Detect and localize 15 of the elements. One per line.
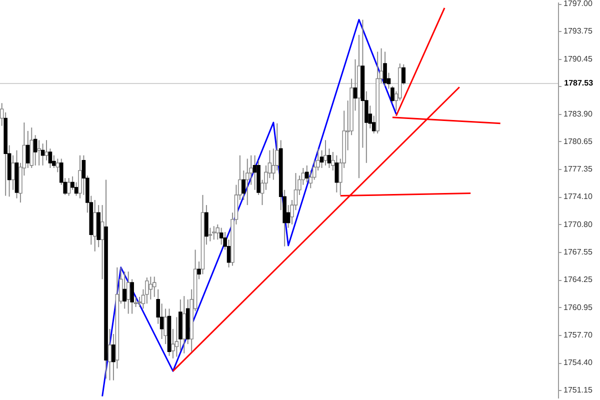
y-tick-label: 1793.75	[564, 26, 593, 36]
y-tick-label: 1767.55	[564, 247, 593, 256]
y-tick-label: 1764.25	[564, 275, 593, 284]
y-tick-label: 1751.15	[564, 385, 593, 394]
y-tick-label: 1783.90	[564, 110, 593, 119]
y-tick-label: 1760.95	[564, 302, 593, 312]
ref-line-label: 1787.53	[564, 78, 594, 88]
y-tick-label: 1780.65	[564, 136, 593, 146]
y-tick-label: 1777.35	[564, 164, 593, 174]
y-tick-label: 1790.45	[564, 54, 593, 64]
y-tick-label: 1770.80	[564, 220, 593, 229]
y-tick-label: 1754.40	[564, 358, 593, 368]
y-tick-label: 1774.10	[564, 192, 593, 202]
y-tick-label: 1757.70	[564, 330, 593, 340]
y-tick-label: 1797.00	[564, 0, 593, 8]
